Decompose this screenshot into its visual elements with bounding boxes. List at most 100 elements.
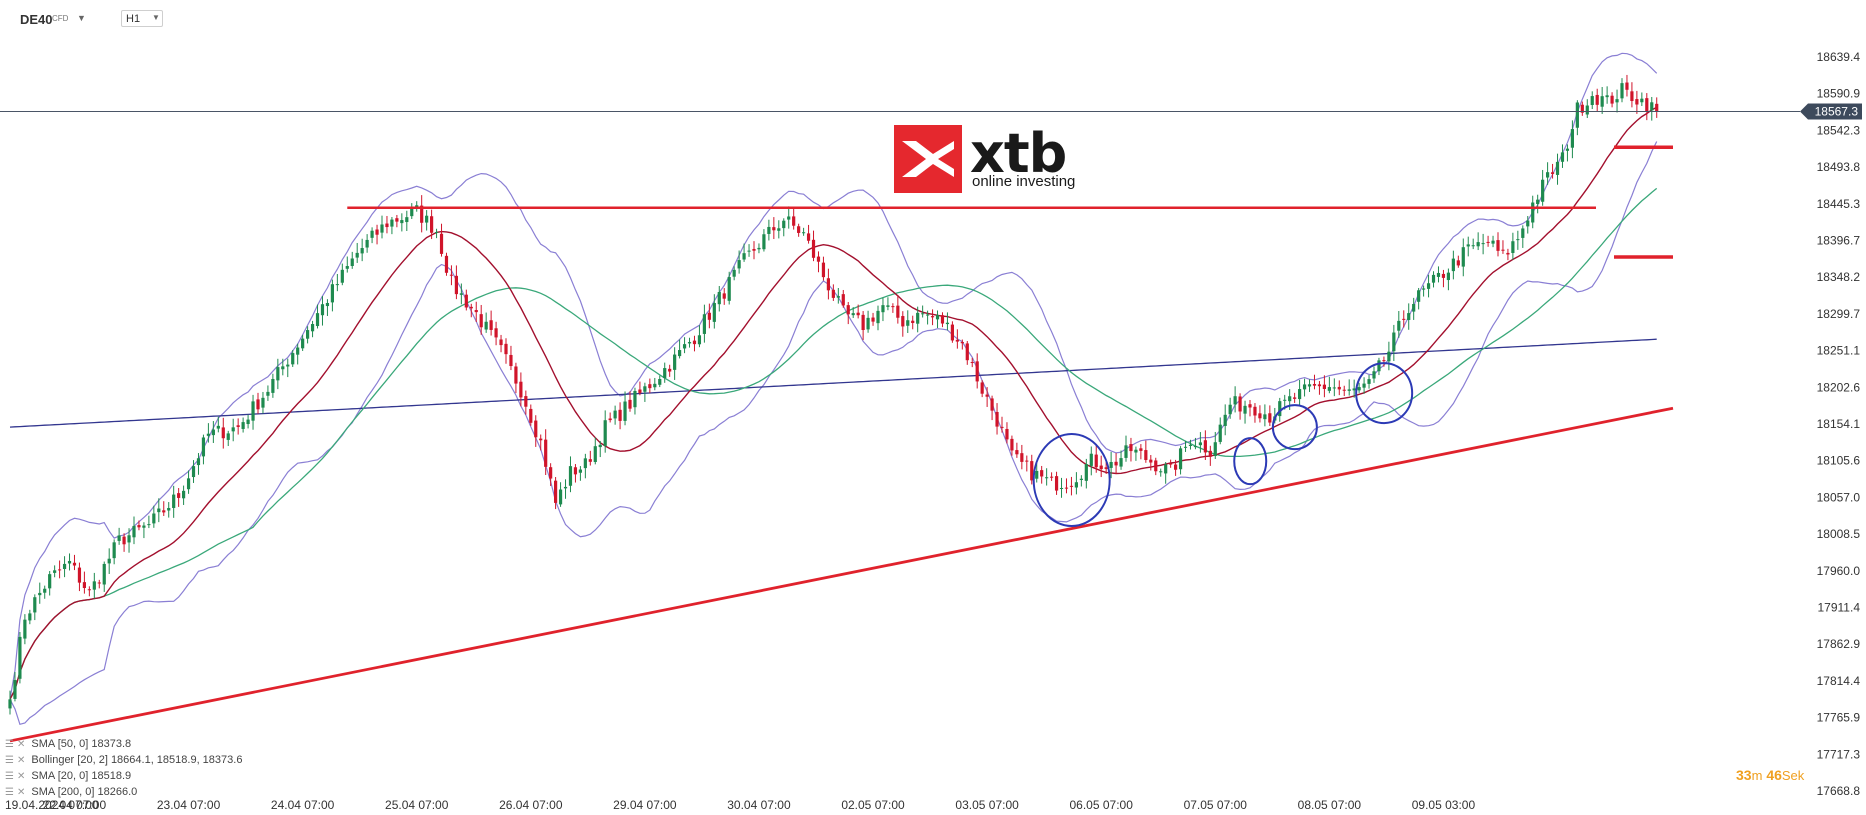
candle-body[interactable] — [1064, 487, 1069, 489]
candle-body[interactable] — [1506, 252, 1510, 255]
candle-body[interactable] — [901, 316, 905, 327]
candle-body[interactable] — [410, 208, 414, 217]
candle-body[interactable] — [881, 305, 885, 313]
candle-body[interactable] — [752, 248, 756, 251]
candle-body[interactable] — [1590, 96, 1594, 105]
drag-handle-icon[interactable]: ☰ — [5, 787, 14, 798]
timeframe-dropdown-icon[interactable]: ▼ — [152, 13, 160, 22]
candle-body[interactable] — [1223, 414, 1227, 426]
candle-body[interactable] — [1293, 397, 1297, 399]
candle-body[interactable] — [747, 250, 751, 252]
candle-body[interactable] — [886, 305, 890, 307]
candle-body[interactable] — [350, 258, 354, 266]
candle-body[interactable] — [261, 397, 265, 408]
candle-body[interactable] — [965, 343, 969, 361]
candle-body[interactable] — [891, 306, 895, 308]
candle-body[interactable] — [762, 234, 766, 250]
candle-body[interactable] — [1124, 445, 1128, 458]
candle-body[interactable] — [97, 582, 101, 584]
candle-body[interactable] — [1069, 485, 1074, 487]
candle-body[interactable] — [459, 293, 463, 295]
candle-body[interactable] — [62, 563, 67, 570]
close-icon[interactable]: ✕ — [16, 755, 26, 766]
candle-body[interactable] — [375, 229, 379, 235]
candle-body[interactable] — [757, 247, 761, 250]
candle-body[interactable] — [405, 217, 409, 223]
candle-body[interactable] — [1347, 389, 1351, 391]
candle-body[interactable] — [930, 316, 935, 318]
candle-body[interactable] — [1640, 98, 1644, 103]
candle-body[interactable] — [1129, 444, 1133, 452]
close-icon[interactable]: ✕ — [16, 771, 26, 782]
candle-body[interactable] — [524, 396, 528, 407]
candle-body[interactable] — [722, 293, 726, 299]
candle-body[interactable] — [1491, 240, 1495, 244]
candle-body[interactable] — [980, 382, 984, 394]
candle-body[interactable] — [281, 366, 285, 370]
drag-handle-icon[interactable]: ☰ — [5, 739, 14, 750]
candle-body[interactable] — [1630, 91, 1634, 102]
candle-body[interactable] — [271, 378, 275, 393]
candle-body[interactable] — [137, 525, 141, 528]
candle-body[interactable] — [1600, 96, 1604, 107]
candle-body[interactable] — [1203, 440, 1207, 453]
candle-body[interactable] — [1610, 95, 1614, 104]
candle-body[interactable] — [484, 321, 488, 330]
candle-body[interactable] — [742, 253, 746, 260]
candle-body[interactable] — [1010, 438, 1014, 451]
candle-body[interactable] — [539, 438, 543, 441]
candle-body[interactable] — [469, 306, 473, 309]
candle-body[interactable] — [132, 525, 136, 538]
candle-body[interactable] — [861, 314, 865, 331]
candle-body[interactable] — [1134, 449, 1138, 453]
candle-body[interactable] — [1550, 172, 1555, 174]
candle-body[interactable] — [1040, 470, 1044, 477]
candle-body[interactable] — [1054, 476, 1059, 491]
candle-body[interactable] — [806, 233, 811, 241]
candle-body[interactable] — [67, 560, 72, 564]
candle-body[interactable] — [618, 409, 622, 421]
candle-body[interactable] — [1174, 464, 1178, 470]
symbol-dropdown-icon[interactable]: ▼ — [77, 13, 86, 23]
candle-body[interactable] — [1228, 404, 1232, 415]
candle-body[interactable] — [1198, 442, 1202, 446]
candle-body[interactable] — [573, 467, 578, 475]
candle-body[interactable] — [1238, 396, 1242, 412]
candle-body[interactable] — [871, 317, 875, 322]
candle-body[interactable] — [777, 228, 781, 231]
candle-body[interactable] — [1372, 371, 1376, 379]
candle-body[interactable] — [821, 262, 826, 278]
candle-body[interactable] — [1362, 383, 1366, 388]
candle-body[interactable] — [449, 274, 454, 276]
candle-body[interactable] — [479, 314, 483, 328]
candle-body[interactable] — [643, 386, 647, 392]
candle-body[interactable] — [1595, 94, 1599, 105]
candle-body[interactable] — [1402, 318, 1406, 320]
candle-body[interactable] — [504, 343, 508, 355]
candle-body[interactable] — [1139, 448, 1143, 451]
candle-body[interactable] — [663, 368, 667, 379]
candle-body[interactable] — [603, 420, 607, 446]
candle-body[interactable] — [489, 320, 493, 330]
candle-body[interactable] — [836, 296, 840, 298]
candle-body[interactable] — [1570, 129, 1574, 148]
candle-body[interactable] — [608, 418, 612, 421]
candle-body[interactable] — [549, 467, 553, 479]
candle-body[interactable] — [1397, 320, 1401, 331]
candle-body[interactable] — [1258, 413, 1262, 419]
candle-body[interactable] — [1501, 249, 1505, 251]
candle-body[interactable] — [1451, 258, 1455, 272]
candle-body[interactable] — [172, 494, 176, 508]
candle-body[interactable] — [454, 275, 458, 295]
candle-body[interactable] — [1099, 465, 1103, 470]
candle-body[interactable] — [1020, 453, 1024, 462]
candle-body[interactable] — [1536, 199, 1540, 204]
candle-body[interactable] — [191, 466, 196, 478]
candle-body[interactable] — [1461, 247, 1465, 267]
candle-body[interactable] — [1555, 161, 1560, 175]
candle-body[interactable] — [122, 536, 126, 545]
candle-body[interactable] — [1337, 386, 1341, 390]
candle-body[interactable] — [1486, 241, 1490, 243]
candle-body[interactable] — [985, 394, 989, 397]
